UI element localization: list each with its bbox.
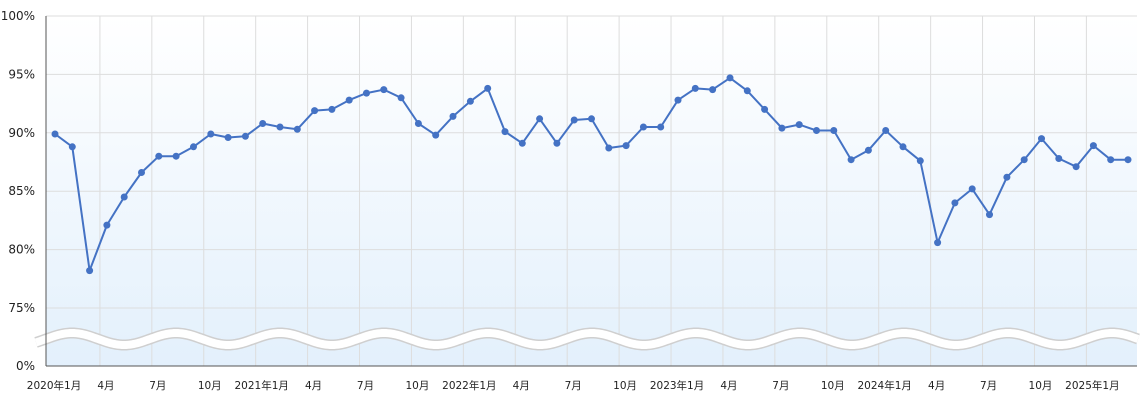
grid	[46, 15, 1137, 366]
data-point	[864, 146, 872, 154]
x-tick-label: 10月	[821, 380, 845, 392]
x-tick-label: 2023年1月	[650, 379, 704, 392]
y-tick-label: 75%	[8, 301, 35, 315]
data-point	[86, 267, 94, 275]
data-point	[224, 134, 232, 141]
data-point	[501, 128, 509, 136]
data-point	[986, 211, 993, 219]
data-point	[138, 169, 145, 176]
x-tick-label: 4月	[720, 380, 737, 392]
data-point	[570, 116, 578, 124]
data-point	[1038, 135, 1045, 143]
data-point	[51, 130, 59, 138]
x-tick-label: 4月	[305, 380, 322, 392]
data-point	[311, 107, 319, 115]
data-point	[120, 193, 128, 201]
data-point	[847, 156, 855, 164]
x-tick-label: 7月	[772, 380, 789, 392]
data-point	[397, 94, 405, 102]
data-point	[68, 143, 76, 151]
data-point	[553, 139, 561, 147]
data-point	[830, 127, 838, 134]
data-point	[743, 87, 751, 95]
y-tick-label: 95%	[8, 67, 35, 81]
data-point	[155, 152, 163, 160]
data-point	[709, 86, 717, 94]
data-point	[276, 123, 284, 131]
data-point	[916, 157, 924, 165]
data-point	[1124, 156, 1132, 164]
x-tick-label: 2020年1月	[27, 379, 81, 392]
x-tick-label: 4月	[513, 380, 530, 392]
data-point	[951, 199, 959, 207]
x-tick-label: 2025年1月	[1065, 379, 1119, 392]
data-point	[518, 139, 526, 147]
data-point	[1107, 156, 1115, 164]
data-point	[536, 115, 544, 123]
data-point	[432, 131, 440, 139]
data-point	[380, 86, 388, 94]
axes	[45, 16, 1137, 367]
data-point	[466, 97, 474, 105]
data-point	[795, 121, 803, 129]
data-point	[363, 89, 370, 97]
data-point	[190, 143, 197, 151]
x-tick-label: 2024年1月	[858, 379, 912, 392]
x-tick-label: 7月	[149, 380, 166, 392]
x-tick-label: 10月	[613, 380, 637, 392]
data-point	[882, 127, 890, 134]
x-tick-label: 7月	[565, 380, 582, 392]
data-point	[691, 84, 699, 92]
data-point	[674, 96, 682, 104]
data-point	[328, 105, 336, 113]
x-tick-label: 4月	[928, 380, 945, 392]
data-point	[657, 123, 665, 131]
y-tick-label: 90%	[8, 126, 35, 140]
series-layer	[51, 74, 1132, 275]
data-point	[778, 124, 786, 132]
data-point	[968, 185, 976, 193]
data-point	[899, 143, 907, 151]
data-point	[761, 105, 769, 113]
data-point	[1072, 163, 1080, 171]
data-point	[449, 112, 457, 120]
data-point	[414, 120, 422, 127]
data-point	[639, 123, 647, 131]
x-tick-label: 4月	[97, 380, 114, 392]
data-point	[1020, 156, 1028, 164]
data-point	[241, 132, 249, 140]
data-point	[605, 144, 613, 152]
data-point	[484, 84, 492, 92]
x-tick-label: 10月	[198, 380, 222, 392]
x-tick-label: 7月	[357, 380, 374, 392]
data-point	[588, 115, 595, 123]
data-point	[1003, 173, 1011, 181]
y-tick-label: 80%	[8, 243, 35, 257]
data-point	[259, 120, 267, 127]
data-point	[622, 142, 630, 150]
x-tick-label: 2021年1月	[234, 379, 288, 392]
data-point	[1089, 142, 1097, 150]
x-tick-label: 10月	[1029, 380, 1053, 392]
y-tick-label: 100%	[1, 9, 35, 23]
axis-break	[34, 327, 1140, 351]
x-tick-label: 7月	[980, 380, 997, 392]
data-point	[1055, 155, 1063, 162]
x-tick-labels: 2020年1月 4月 7月 10月 2021年1月 4月 7月 10月 2022年1月 4月 7月 1…	[27, 379, 1120, 392]
data-point	[103, 221, 111, 229]
x-tick-label: 10月	[405, 380, 429, 392]
x-tick-label: 2022年1月	[442, 379, 496, 392]
axis-break-band	[34, 329, 1140, 349]
data-point	[172, 152, 180, 160]
y-tick-label: 85%	[8, 184, 35, 198]
y-tick-labels: 0% 75% 80% 85% 90% 95% 100%	[1, 9, 35, 373]
data-point	[293, 125, 301, 133]
data-point	[207, 130, 215, 138]
data-point	[813, 127, 820, 134]
y-tick-label: 0%	[16, 359, 35, 373]
data-point	[934, 239, 942, 247]
data-point	[726, 74, 734, 82]
data-point	[345, 96, 353, 104]
